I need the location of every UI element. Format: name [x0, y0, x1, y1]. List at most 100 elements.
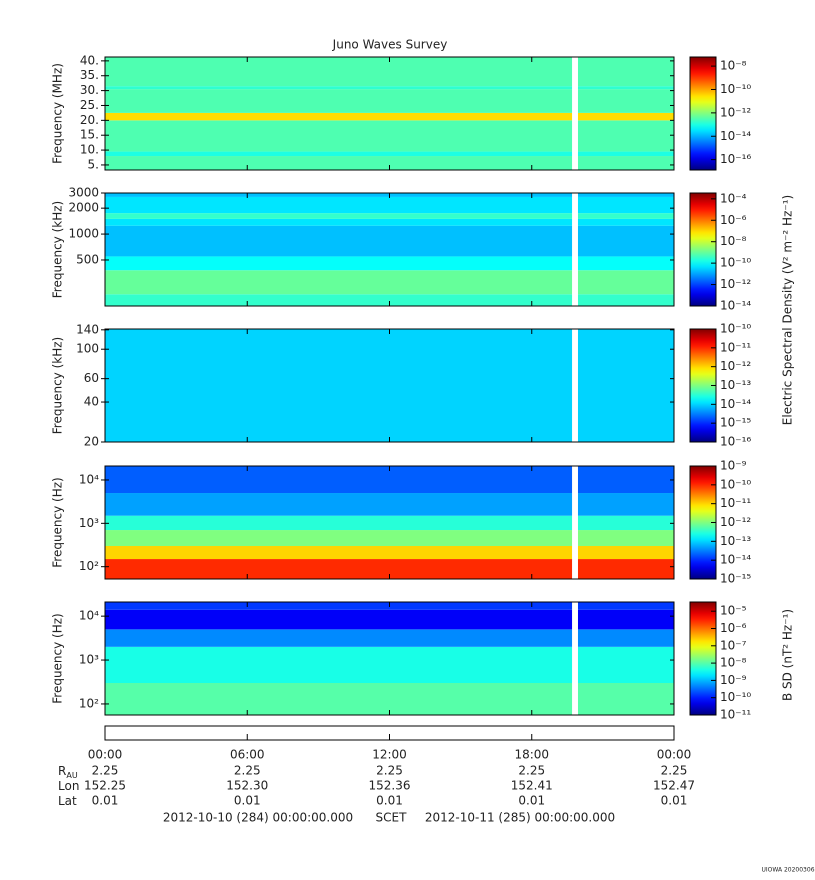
y-tick-label: 10⁴	[79, 609, 99, 623]
spectrum-band	[105, 515, 674, 531]
colorbar-tick-label: 10⁻⁸	[720, 234, 747, 248]
spectrum-band	[105, 629, 674, 647]
spectrum-band	[105, 213, 674, 219]
spectrum-band	[105, 256, 674, 271]
ephemeris-label-text: Lon	[58, 779, 79, 793]
spectrum-band	[105, 530, 674, 546]
colorbar	[689, 192, 717, 307]
colorbar-tick-label: 10⁻⁹	[720, 673, 747, 687]
y-axis-label: Frequency (kHz)	[51, 201, 65, 298]
ephemeris-value: 152.36	[369, 779, 411, 793]
colorbar-tick-label: 10⁻¹²	[720, 359, 751, 373]
ephemeris-value: 2.25	[92, 764, 119, 778]
colorbar-tick-label: 10⁻¹³	[720, 534, 751, 548]
spectrum-band	[105, 270, 674, 295]
y-tick-label: 140	[76, 322, 99, 336]
ephemeris-label-subscript: AU	[66, 771, 77, 780]
y-tick-label: 1000	[68, 227, 99, 241]
ephemeris-value: 2.25	[376, 764, 403, 778]
x-tick-label: 06:00	[230, 748, 265, 762]
y-tick-label: 500	[76, 252, 99, 266]
spectrum-band	[105, 89, 674, 113]
colorbar-tick-label: 10⁻¹²	[720, 105, 751, 119]
colorbar	[689, 56, 717, 171]
ephemeris-value: 152.30	[226, 779, 268, 793]
colorbar-tick-label: 10⁻⁶	[720, 213, 747, 227]
y-tick-label: 35.	[80, 68, 99, 82]
ephemeris-value: 0.01	[661, 794, 688, 808]
y-axis-label: Frequency (Hz)	[51, 613, 65, 704]
ephemeris-value: 152.41	[511, 779, 553, 793]
ephemeris-label-text: Lat	[58, 794, 77, 808]
ephemeris-value: 2.25	[661, 764, 688, 778]
chart-title: Juno Waves Survey	[332, 38, 448, 52]
x-tick-label: 12:00	[372, 748, 407, 762]
end-time: 2012-10-11 (285) 00:00:00.000	[425, 811, 615, 825]
spectrum-band	[105, 329, 674, 442]
colorbar-tick-label: 10⁻⁵	[720, 604, 747, 618]
y-tick-label: 2000	[68, 201, 99, 215]
colorbar-tick-label: 10⁻¹⁴	[720, 553, 751, 567]
ephemeris-value: 152.25	[84, 779, 126, 793]
spectrum-band	[105, 609, 674, 630]
colorbar-tick-label: 10⁻¹⁰	[720, 322, 751, 336]
y-axis-label: Frequency (kHz)	[51, 337, 65, 434]
ephemeris-value: 0.01	[376, 794, 403, 808]
ephemeris-value: 0.01	[234, 794, 261, 808]
y-tick-label: 10²	[79, 696, 99, 710]
colorbar-tick-label: 10⁻⁹	[720, 459, 747, 473]
data-gap	[572, 193, 578, 306]
spectrum-band	[105, 120, 674, 152]
spectrum-band	[105, 294, 674, 306]
y-tick-label: 5.	[88, 157, 99, 171]
credit: UIOWA 20200306	[761, 867, 814, 874]
data-gap	[572, 57, 578, 170]
colorbar-tick-label: 10⁻¹¹	[720, 708, 751, 722]
data-gap	[572, 329, 578, 442]
y-axis-label: Frequency (Hz)	[51, 477, 65, 568]
colorbar-tick-label: 10⁻¹¹	[720, 496, 751, 510]
y-tick-label: 25.	[80, 98, 99, 112]
spectrum-band	[105, 86, 674, 90]
y-tick-label: 10.	[80, 143, 99, 157]
spectrum-band	[105, 225, 674, 257]
colorbar-tick-label: 10⁻¹⁰	[720, 690, 751, 704]
colorbar-tick-label: 10⁻¹²	[720, 277, 751, 291]
spectrum-band	[105, 682, 674, 715]
spectrum-band	[105, 545, 674, 560]
data-gap	[572, 602, 578, 715]
y-tick-label: 10⁴	[79, 472, 99, 486]
ephemeris-value: 152.47	[653, 779, 695, 793]
y-tick-label: 10²	[79, 559, 99, 573]
colorbar-tick-label: 10⁻⁸	[720, 59, 747, 73]
colorbar-tick-label: 10⁻¹¹	[720, 340, 751, 354]
y-tick-label: 20	[84, 435, 99, 449]
colorbar-tick-label: 10⁻¹⁵	[720, 572, 751, 586]
x-tick-label: 00:00	[657, 748, 692, 762]
start-time: 2012-10-10 (284) 00:00:00.000	[163, 811, 353, 825]
spectrum-band	[105, 196, 674, 214]
colorbar-tick-label: 10⁻¹⁰	[720, 477, 751, 491]
y-axis-label: Frequency (MHz)	[51, 63, 65, 164]
spectrum-band	[105, 646, 674, 683]
spectrum-band	[105, 493, 674, 516]
colorbar-label: Electric Spectral Density (V² m⁻² Hz⁻¹)	[781, 195, 795, 425]
colorbar-tick-label: 10⁻¹⁶	[720, 152, 751, 166]
colorbar-tick-label: 10⁻¹⁰	[720, 82, 751, 96]
y-tick-label: 40	[84, 395, 99, 409]
colorbar-tick-label: 10⁻⁶	[720, 621, 747, 635]
colorbar-tick-label: 10⁻¹⁵	[720, 416, 751, 430]
colorbar-tick-label: 10⁻⁴	[720, 191, 747, 205]
ephemeris-label: Lat	[58, 794, 77, 808]
ephemeris-label: RAU	[58, 764, 78, 780]
y-tick-label: 100	[76, 342, 99, 356]
colorbar-tick-label: 10⁻¹⁴	[720, 299, 751, 313]
ephemeris-label: Lon	[58, 779, 79, 793]
colorbar-tick-label: 10⁻⁸	[720, 656, 747, 670]
y-tick-label: 40.	[80, 53, 99, 67]
colorbar-tick-label: 10⁻¹³	[720, 378, 751, 392]
spectrum-band	[105, 112, 674, 121]
y-tick-label: 10³	[79, 653, 99, 667]
y-tick-label: 60	[84, 371, 99, 385]
